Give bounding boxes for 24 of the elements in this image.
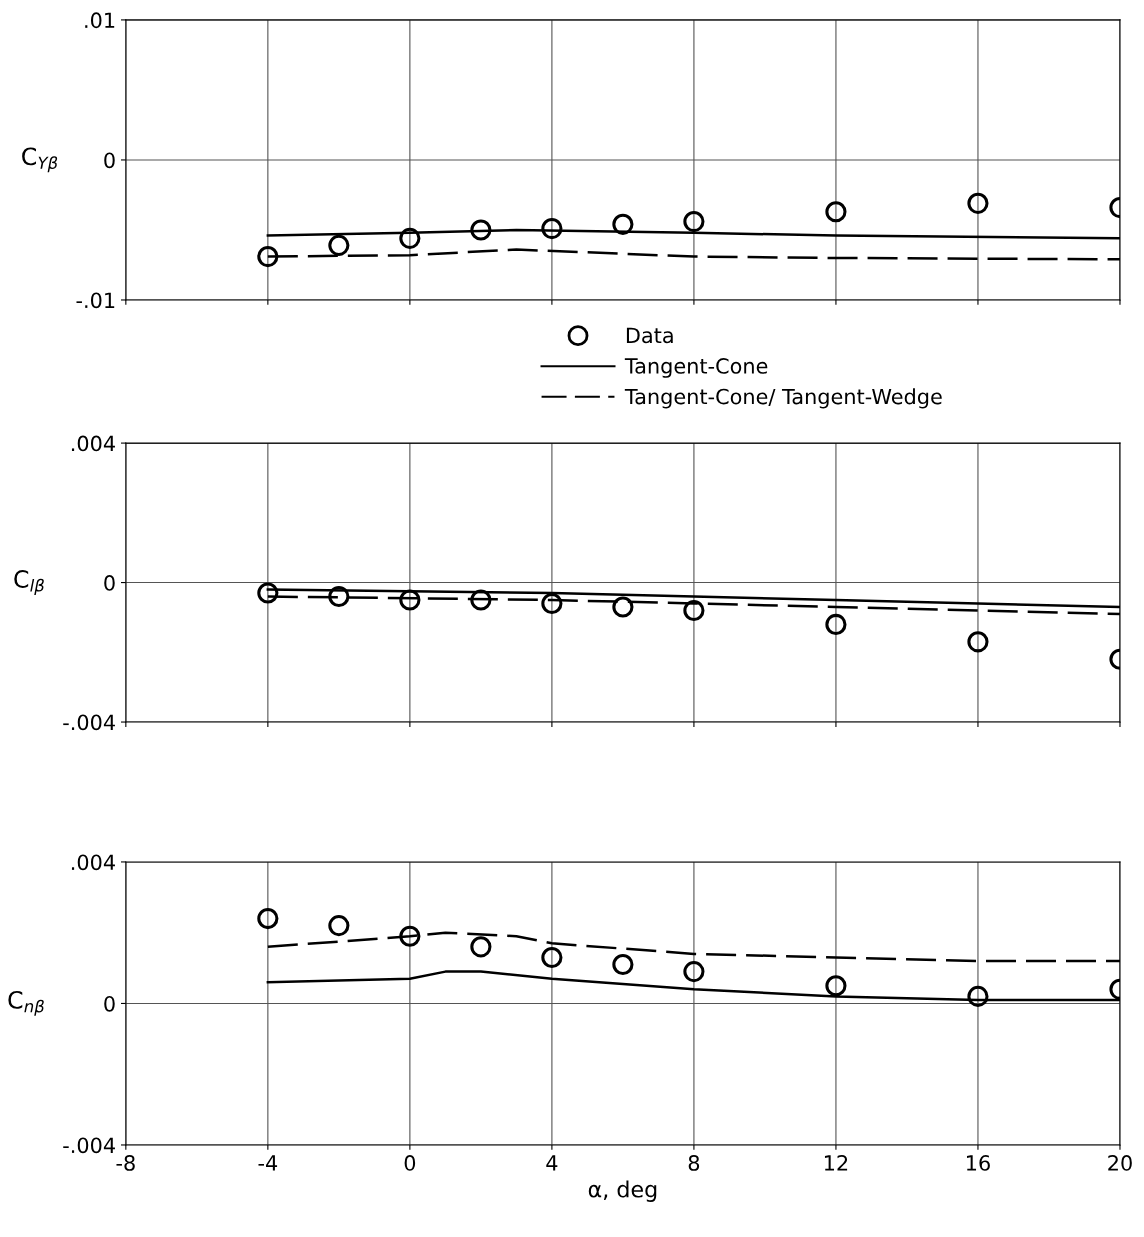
legend-label: Tangent-Cone/ Tangent-Wedge	[624, 388, 942, 409]
y-tick-label: -.01	[76, 292, 115, 309]
y-tick-label: 0	[104, 575, 115, 591]
y-axis-title: C$_{nβ}$	[8, 990, 44, 1016]
x-tick-label: 8	[688, 1155, 700, 1171]
y-tick-label: .004	[71, 435, 115, 452]
y-tick-label: .01	[85, 12, 115, 29]
y-tick-label: -.004	[63, 1137, 115, 1154]
x-tick-label: -4	[258, 1155, 278, 1171]
y-tick-label: 0	[104, 995, 115, 1012]
y-tick-label: .004	[71, 854, 115, 871]
x-tick-label: -8	[116, 1155, 135, 1171]
y-tick-label: 0	[104, 152, 115, 169]
x-tick-label: 12	[824, 1155, 848, 1171]
y-axis-title: C$_{Yβ}$	[22, 147, 58, 173]
x-axis-title: α, deg	[588, 1180, 657, 1202]
y-axis-title: C$_{lβ}$	[14, 570, 44, 595]
x-tick-label: 4	[546, 1155, 558, 1171]
legend-label: Tangent-Cone	[624, 358, 768, 378]
y-tick-label: -.004	[63, 714, 115, 731]
legend-label: Data	[626, 327, 673, 344]
x-tick-label: 20	[1108, 1155, 1132, 1171]
x-tick-label: 16	[966, 1155, 990, 1171]
x-tick-label: 0	[404, 1155, 416, 1171]
